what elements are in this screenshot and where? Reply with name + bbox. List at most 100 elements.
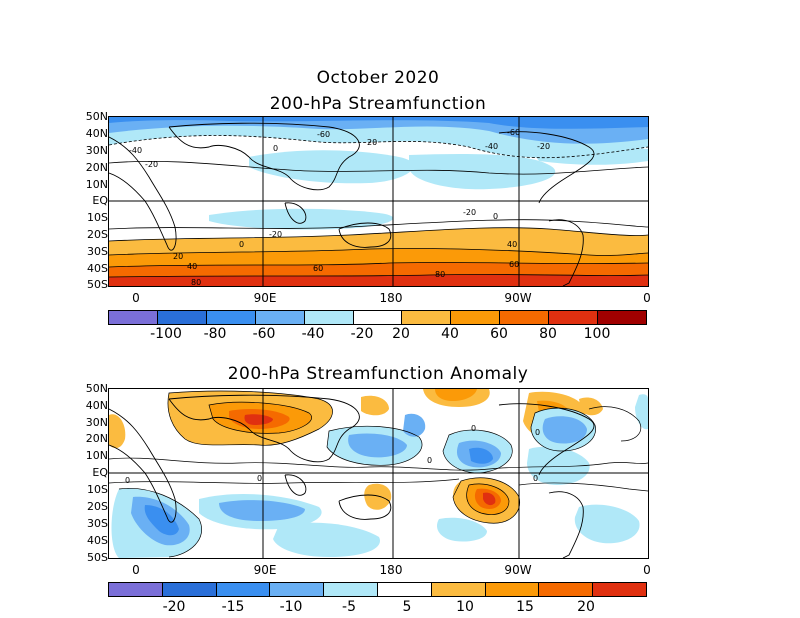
colorbar-swatch bbox=[109, 311, 158, 324]
colorbar-swatch bbox=[539, 583, 594, 596]
contour-label: 0 bbox=[535, 428, 540, 437]
colorbar-swatch bbox=[549, 311, 599, 324]
colorbar-swatch bbox=[206, 311, 256, 324]
panel2-lon-label: 180 bbox=[379, 563, 403, 577]
contour-label: 80 bbox=[191, 278, 201, 286]
panel2-lat-label: 10S bbox=[87, 483, 108, 496]
contour-label: -60 bbox=[317, 130, 330, 139]
contour-label: 0 bbox=[493, 212, 498, 221]
panel2-lat-label: 30S bbox=[87, 517, 108, 530]
colorbar-label: -40 bbox=[301, 326, 325, 342]
contour-label: 80 bbox=[435, 270, 445, 279]
colorbar-swatch bbox=[353, 311, 403, 324]
colorbar-swatch bbox=[162, 583, 217, 596]
contour-label: 0 bbox=[427, 456, 432, 465]
colorbar-label: 20 bbox=[577, 599, 595, 615]
colorbar-swatch bbox=[324, 583, 378, 596]
colorbar-label: -5 bbox=[342, 599, 356, 615]
panel2-title: 200-hPa Streamfunction Anomaly bbox=[227, 364, 529, 384]
colorbar-label: -20 bbox=[350, 326, 374, 342]
panel2-lon-label: 0 bbox=[643, 563, 651, 577]
colorbar-swatch bbox=[304, 311, 354, 324]
colorbar-swatch bbox=[593, 583, 646, 596]
contour-label: 0 bbox=[471, 424, 476, 433]
colorbar-swatch bbox=[377, 583, 432, 596]
colorbar-swatch bbox=[485, 583, 540, 596]
colorbar-swatch bbox=[216, 583, 271, 596]
colorbar-swatch bbox=[451, 311, 501, 324]
panel1-lon-label: 90W bbox=[504, 291, 532, 305]
contour-label: 0 bbox=[533, 474, 538, 483]
panel2-lat-label: 40N bbox=[85, 399, 108, 412]
panel2-lat-label: EQ bbox=[92, 466, 108, 479]
panel1-colorbar bbox=[108, 310, 647, 325]
panel1-lat-label: 20S bbox=[87, 228, 108, 241]
panel1-map: -40 -20 -60 20 0 -20 0 0 -20 20 40 60 80… bbox=[108, 116, 649, 287]
colorbar-label: 10 bbox=[456, 599, 474, 615]
colorbar-label: -100 bbox=[150, 326, 182, 342]
colorbar-swatch bbox=[431, 583, 486, 596]
panel2-lon-label: 90E bbox=[253, 563, 277, 577]
colorbar-label: 5 bbox=[402, 599, 412, 615]
panel2-map: 0 0 0 0 0 0 bbox=[108, 388, 649, 559]
panel2-lat-label: 50S bbox=[87, 551, 108, 564]
month-title: October 2020 bbox=[316, 68, 440, 88]
panel1-title: 200-hPa Streamfunction bbox=[269, 94, 487, 114]
contour-label: -60 bbox=[507, 128, 520, 137]
colorbar-label: -10 bbox=[279, 599, 303, 615]
panel1-lon-label: 0 bbox=[643, 291, 651, 305]
colorbar-swatch bbox=[598, 311, 646, 324]
panel1-lat-label: 30S bbox=[87, 245, 108, 258]
panel1-lat-label: 40N bbox=[85, 127, 108, 140]
colorbar-swatch bbox=[402, 311, 452, 324]
contour-label: -20 bbox=[145, 160, 158, 169]
colorbar-swatch bbox=[255, 311, 305, 324]
contour-label: 60 bbox=[313, 264, 323, 273]
panel1-lat-label: 40S bbox=[87, 262, 108, 275]
panel1-lat-label: 30N bbox=[85, 144, 108, 157]
contour-label: 60 bbox=[509, 260, 519, 269]
colorbar-label: -60 bbox=[252, 326, 276, 342]
colorbar-label: 15 bbox=[516, 599, 534, 615]
colorbar-label: 60 bbox=[490, 326, 508, 342]
panel1-lat-label: 20N bbox=[85, 161, 108, 174]
colorbar-swatch bbox=[500, 311, 550, 324]
colorbar-swatch bbox=[270, 583, 325, 596]
contour-label: 40 bbox=[187, 262, 197, 271]
contour-label: 0 bbox=[257, 474, 262, 483]
colorbar-label: -80 bbox=[203, 326, 227, 342]
panel2-lat-label: 30N bbox=[85, 416, 108, 429]
colorbar-label: 40 bbox=[441, 326, 459, 342]
panel1-lat-label: 50N bbox=[85, 110, 108, 123]
panel1-lat-label: 10N bbox=[85, 178, 108, 191]
panel2-map-svg: 0 0 0 0 0 0 bbox=[109, 389, 648, 558]
contour-label: 20 bbox=[173, 252, 183, 261]
colorbar-label: -20 bbox=[162, 599, 186, 615]
contour-label: -20 bbox=[269, 230, 282, 239]
panel2-lat-label: 50N bbox=[85, 382, 108, 395]
panel1-lat-label: 50S bbox=[87, 278, 108, 291]
colorbar-label: -15 bbox=[221, 599, 245, 615]
contour-label: 40 bbox=[507, 240, 517, 249]
contour-label: -20 bbox=[463, 208, 476, 217]
contour-label: 0 bbox=[239, 240, 244, 249]
panel2-lon-label: 0 bbox=[132, 563, 140, 577]
contour-label: 0 bbox=[125, 476, 130, 485]
colorbar-label: 100 bbox=[583, 326, 611, 342]
panel1-lon-label: 90E bbox=[253, 291, 277, 305]
panel2-lat-label: 20S bbox=[87, 500, 108, 513]
panel1-lon-label: 0 bbox=[132, 291, 140, 305]
panel2-lat-label: 20N bbox=[85, 432, 108, 445]
colorbar-label: 80 bbox=[539, 326, 557, 342]
panel1-lat-label: 10S bbox=[87, 211, 108, 224]
colorbar-swatch bbox=[157, 311, 207, 324]
colorbar-label: 20 bbox=[392, 326, 410, 342]
contour-label: -20 bbox=[537, 142, 550, 151]
panel1-lat-label: EQ bbox=[92, 194, 108, 207]
panel1-map-svg: -40 -20 -60 20 0 -20 0 0 -20 20 40 60 80… bbox=[109, 117, 648, 286]
panel2-lat-label: 40S bbox=[87, 534, 108, 547]
contour-label: -40 bbox=[485, 142, 498, 151]
panel2-colorbar bbox=[108, 582, 647, 597]
contour-label: 20 bbox=[367, 138, 377, 147]
panel2-lat-label: 10N bbox=[85, 449, 108, 462]
